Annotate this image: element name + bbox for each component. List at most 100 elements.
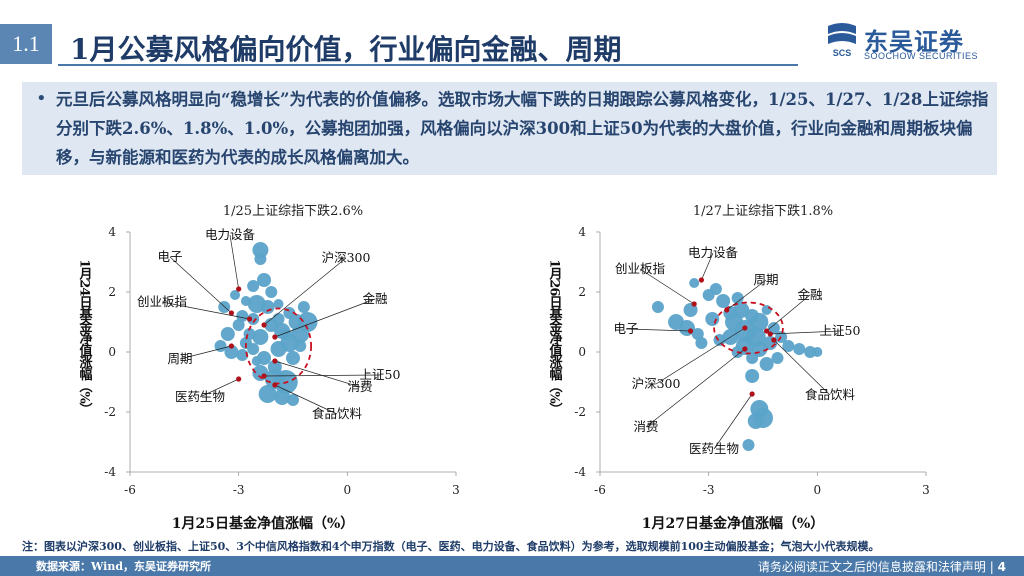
footer-separator: | bbox=[989, 560, 994, 574]
section-number: 1.1 bbox=[0, 24, 52, 64]
y-tick-label: 0 bbox=[108, 345, 116, 359]
index-marker bbox=[767, 331, 773, 337]
marker-label: 消费 bbox=[633, 419, 658, 434]
marker-label: 电力设备 bbox=[205, 227, 256, 242]
bullet-icon: • bbox=[36, 88, 47, 109]
index-marker bbox=[749, 391, 755, 397]
leader-line bbox=[625, 328, 691, 332]
marker-label: 金融 bbox=[362, 291, 388, 306]
x-tick-label: -3 bbox=[233, 483, 245, 497]
bubble-point bbox=[232, 319, 245, 331]
x-tick-label: 0 bbox=[814, 483, 822, 497]
leader-line bbox=[274, 384, 338, 415]
bubble-point bbox=[745, 369, 760, 383]
bubble-point bbox=[716, 294, 731, 308]
x-tick-label: 0 bbox=[344, 483, 352, 497]
bubble-point bbox=[742, 439, 755, 451]
index-marker bbox=[228, 310, 235, 316]
bubble-point bbox=[705, 312, 720, 326]
index-marker bbox=[261, 373, 267, 379]
bubble-point bbox=[771, 352, 784, 364]
x-axis-label: 1月25日基金净值涨幅（%） bbox=[172, 515, 355, 532]
bubble-point bbox=[651, 301, 664, 313]
bubble-point bbox=[251, 356, 262, 366]
bubble-point bbox=[254, 253, 267, 265]
logo-name-cn: 东吴证券 bbox=[864, 28, 964, 56]
marker-label: 电子 bbox=[157, 249, 182, 264]
chart-svg-left: 1/25上证综指下跌2.6% -6 -3 0 3 4 2 0 -2 -4 1月25日基金净值涨幅（%… bbox=[77, 203, 460, 532]
bubble-point bbox=[273, 299, 284, 309]
logo-name-en: SOOCHOW SECURITIES bbox=[864, 51, 979, 61]
leader-line bbox=[766, 294, 811, 332]
leader-line bbox=[274, 360, 361, 388]
leader-line bbox=[263, 257, 347, 326]
marker-label: 金融 bbox=[797, 287, 823, 302]
index-marker bbox=[687, 328, 694, 334]
bubble-point bbox=[236, 349, 249, 361]
y-tick-label: 2 bbox=[578, 285, 586, 299]
marker-label: 创业板指 bbox=[137, 294, 187, 309]
bubble-point bbox=[691, 328, 704, 340]
bubble-point bbox=[265, 286, 278, 298]
index-marker bbox=[742, 325, 748, 331]
y-tick-label: 0 bbox=[578, 345, 586, 359]
chart-svg-right: 1/27上证综指下跌1.8% -6 -3 0 3 4 2 0 -2 -4 1月27日基金净值涨幅（%… bbox=[547, 203, 930, 532]
chart-note: 注：图表以沪深300、创业板指、上证50、3个中信风格指数和4个申万指数（电子、… bbox=[22, 540, 880, 553]
bubble-point bbox=[224, 345, 239, 359]
y-tick-label: -4 bbox=[574, 465, 586, 479]
title-bar: 1月公募风格偏向价值，行业偏向金融、周期 bbox=[58, 24, 798, 66]
bubble-point bbox=[220, 327, 235, 341]
bubble-point bbox=[793, 343, 806, 355]
leader-line bbox=[199, 378, 239, 398]
index-marker bbox=[698, 277, 705, 283]
index-marker bbox=[236, 376, 242, 382]
marker-label: 周期 bbox=[167, 351, 192, 366]
marker-label: 上证50 bbox=[360, 367, 401, 382]
marker-label: 食品饮料 bbox=[805, 387, 856, 402]
footer-bar: 数据来源：Wind，东吴证券研究所 请务必阅读正文之后的信息披露和法律声明 | … bbox=[0, 556, 1024, 576]
x-tick-label: -6 bbox=[594, 483, 606, 497]
marker-label: 上证50 bbox=[820, 323, 861, 338]
bubble-point bbox=[767, 322, 780, 334]
bubble-point bbox=[747, 413, 764, 429]
chart-title: 1/27上证综指下跌1.8% bbox=[693, 203, 833, 219]
bubble-point bbox=[214, 340, 227, 352]
y-tick-label: -4 bbox=[104, 465, 116, 479]
x-axis-label: 1月27日基金净值涨幅（%） bbox=[642, 515, 825, 532]
marker-label: 周期 bbox=[753, 272, 778, 287]
y-axis-label: 1月26日基金净值涨幅（%） bbox=[547, 259, 564, 415]
bubble-point bbox=[689, 278, 700, 288]
bubble-point bbox=[252, 329, 269, 345]
marker-label: 医药生物 bbox=[175, 389, 225, 404]
bubble-point bbox=[746, 352, 759, 364]
index-marker bbox=[771, 337, 777, 343]
leader-line bbox=[655, 327, 746, 385]
bubble-point bbox=[782, 340, 795, 352]
bubble-point bbox=[731, 292, 744, 304]
bubble-point bbox=[272, 313, 285, 325]
leader-line bbox=[713, 393, 753, 450]
bubble-point bbox=[239, 337, 252, 349]
bubble-point bbox=[252, 242, 269, 258]
chart-title: 1/25上证综指下跌2.6% bbox=[223, 203, 363, 219]
cluster-highlight-circle bbox=[713, 301, 784, 355]
marker-label: 电力设备 bbox=[688, 245, 739, 260]
summary-text: 元旦后公募风格明显向“稳增长”为代表的价值偏移。选取市场大幅下跌的日期跟踪公募风… bbox=[56, 90, 989, 167]
bubble-point bbox=[297, 301, 310, 313]
company-logo: SCS 东吴证券 SOOCHOW SECURITIES bbox=[824, 22, 1014, 62]
bubble-point bbox=[759, 357, 774, 371]
leader-line bbox=[161, 301, 250, 320]
marker-label: 电子 bbox=[613, 321, 638, 336]
marker-label: 食品饮料 bbox=[312, 406, 363, 421]
data-source: 数据来源：Wind，东吴证券研究所 bbox=[36, 560, 212, 573]
bubble-point bbox=[274, 389, 291, 405]
x-tick-label: 3 bbox=[922, 483, 930, 497]
leader-line bbox=[773, 339, 831, 396]
index-marker bbox=[246, 316, 253, 322]
bubble-point bbox=[258, 385, 277, 403]
x-tick-label: -3 bbox=[703, 483, 715, 497]
x-tick-label: 3 bbox=[452, 483, 460, 497]
y-tick-label: -2 bbox=[574, 405, 586, 419]
bubble-point bbox=[761, 305, 772, 315]
marker-label: 沪深300 bbox=[322, 250, 371, 265]
